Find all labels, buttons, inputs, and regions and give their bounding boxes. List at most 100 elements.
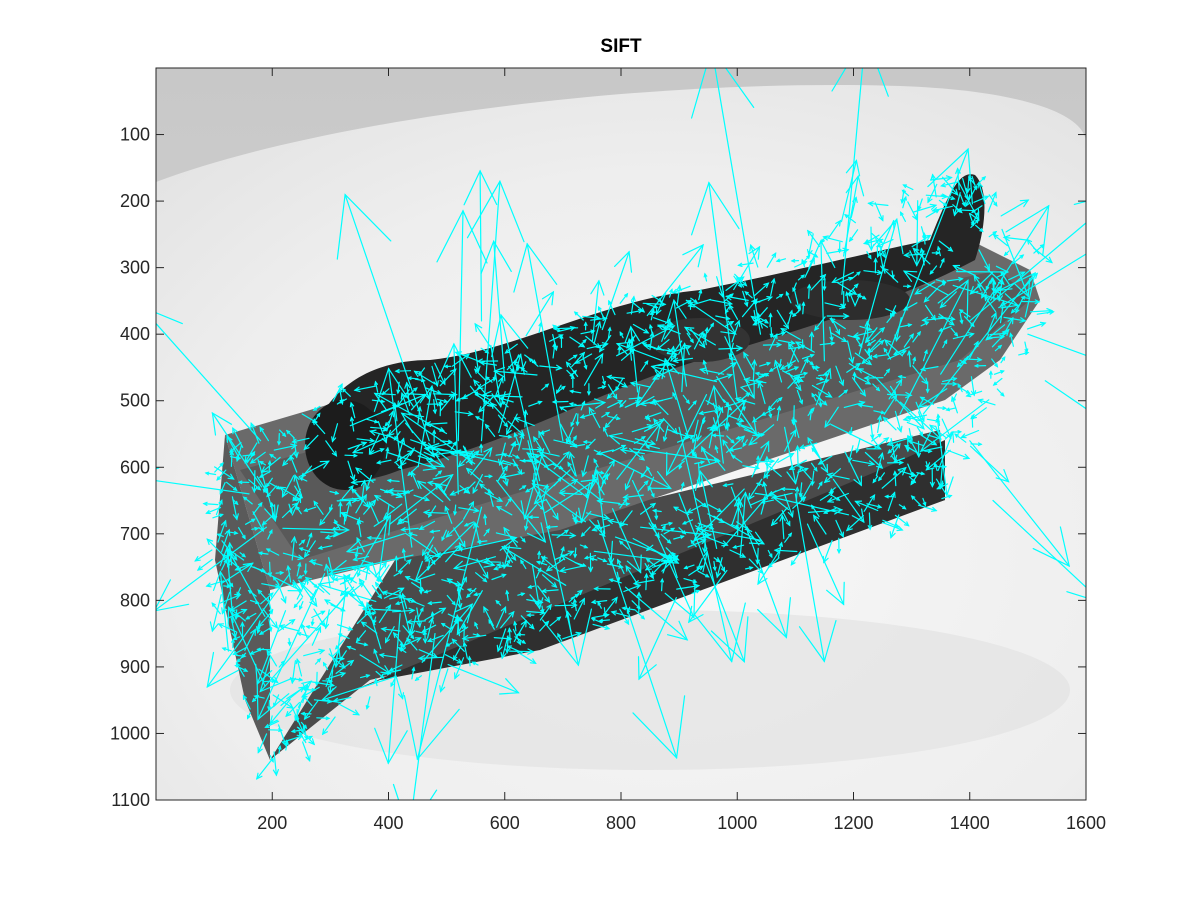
arrow-icon: [484, 423, 496, 437]
arrow-icon: [698, 288, 703, 301]
arrow-icon: [814, 393, 828, 406]
arrow-icon: [291, 437, 310, 444]
arrow-icon: [902, 414, 928, 422]
arrow-icon: [349, 393, 427, 427]
arrow-icon: [940, 381, 958, 387]
arrow-icon: [819, 491, 834, 501]
arrow-icon: [298, 579, 318, 608]
arrow-icon: [332, 382, 343, 402]
arrow-icon: [556, 529, 570, 539]
arrow-icon: [950, 327, 959, 337]
arrow-icon: [829, 487, 836, 493]
arrow-icon: [1009, 332, 1015, 347]
y-tick-label: 1100: [111, 790, 150, 810]
arrow-icon: [858, 217, 904, 355]
arrow-icon: [876, 414, 883, 433]
arrow-icon: [902, 184, 914, 191]
arrow-icon: [593, 458, 599, 468]
arrow-icon: [968, 212, 975, 227]
arrow-icon: [978, 249, 990, 271]
arrow-icon: [311, 681, 336, 688]
arrow-icon: [807, 283, 812, 299]
arrow-icon: [912, 330, 922, 343]
arrow-icon: [840, 159, 861, 223]
arrow-icon: [1026, 321, 1047, 330]
arrow-icon: [938, 240, 954, 252]
arrow-icon: [661, 357, 689, 437]
arrow-icon: [1015, 298, 1024, 314]
arrow-icon: [568, 451, 577, 477]
arrow-icon: [988, 194, 998, 207]
arrow-icon: [830, 317, 841, 336]
arrow-icon: [585, 438, 596, 450]
arrow-icon: [907, 350, 912, 368]
arrow-icon: [614, 536, 680, 562]
arrow-icon: [785, 290, 792, 304]
arrow-icon: [832, 478, 865, 524]
arrow-icon: [491, 313, 541, 482]
arrow-icon: [693, 497, 708, 508]
arrow-icon: [341, 387, 351, 397]
arrow-icon: [650, 308, 655, 321]
arrow-icon: [973, 363, 987, 368]
arrow-icon: [360, 621, 378, 634]
arrow-icon: [356, 536, 365, 553]
arrow-icon: [242, 453, 256, 457]
arrow-icon: [726, 435, 735, 444]
arrow-icon: [768, 488, 783, 495]
arrow-icon: [616, 325, 676, 357]
arrow-icon: [257, 733, 268, 754]
arrow-icon: [559, 334, 564, 348]
arrow-icon: [812, 514, 827, 535]
arrow-icon: [306, 532, 313, 548]
arrow-icon: [298, 477, 308, 482]
arrow-icon: [732, 544, 745, 549]
arrow-icon: [741, 380, 764, 388]
arrow-icon: [922, 231, 927, 245]
arrow-icon: [357, 569, 361, 578]
arrow-icon: [506, 413, 518, 436]
arrow-icon: [293, 597, 303, 609]
arrow-icon: [668, 288, 674, 298]
arrow-icon: [693, 330, 704, 350]
arrow-icon: [324, 599, 343, 611]
arrow-icon: [568, 402, 577, 406]
arrow-icon: [921, 316, 946, 323]
arrow-icon: [619, 498, 628, 509]
arrow-icon: [234, 609, 239, 621]
arrow-icon: [501, 545, 567, 586]
arrow-icon: [424, 544, 434, 561]
arrow-icon: [941, 377, 958, 383]
arrow-icon: [438, 342, 472, 495]
arrow-icon: [279, 429, 287, 438]
arrow-icon: [798, 482, 803, 498]
arrow-icon: [279, 486, 300, 500]
arrow-icon: [418, 579, 423, 595]
arrow-icon: [371, 584, 383, 600]
arrow-icon: [321, 716, 336, 736]
arrow-icon: [583, 321, 588, 331]
arrow-icon: [373, 392, 448, 435]
arrow-icon: [505, 589, 510, 602]
arrow-icon: [214, 462, 224, 473]
arrow-icon: [863, 493, 876, 512]
arrow-icon: [316, 716, 331, 721]
arrow-icon: [335, 659, 355, 675]
arrow-icon: [202, 501, 219, 506]
arrow-icon: [416, 607, 422, 628]
arrow-icon: [462, 641, 468, 659]
arrow-icon: [513, 620, 518, 632]
arrow-icon: [899, 323, 913, 328]
arrow-icon: [781, 509, 791, 527]
arrow-icon: [585, 512, 611, 521]
arrow-icon: [578, 338, 587, 348]
x-tick-label: 800: [606, 813, 636, 833]
arrow-icon: [537, 585, 551, 604]
arrow-icon: [989, 331, 1008, 336]
arrow-icon: [907, 434, 919, 455]
arrow-icon: [915, 401, 925, 423]
arrow-icon: [1020, 295, 1030, 300]
arrow-icon: [454, 411, 474, 417]
arrow-icon: [766, 252, 777, 268]
arrow-icon: [941, 176, 959, 196]
